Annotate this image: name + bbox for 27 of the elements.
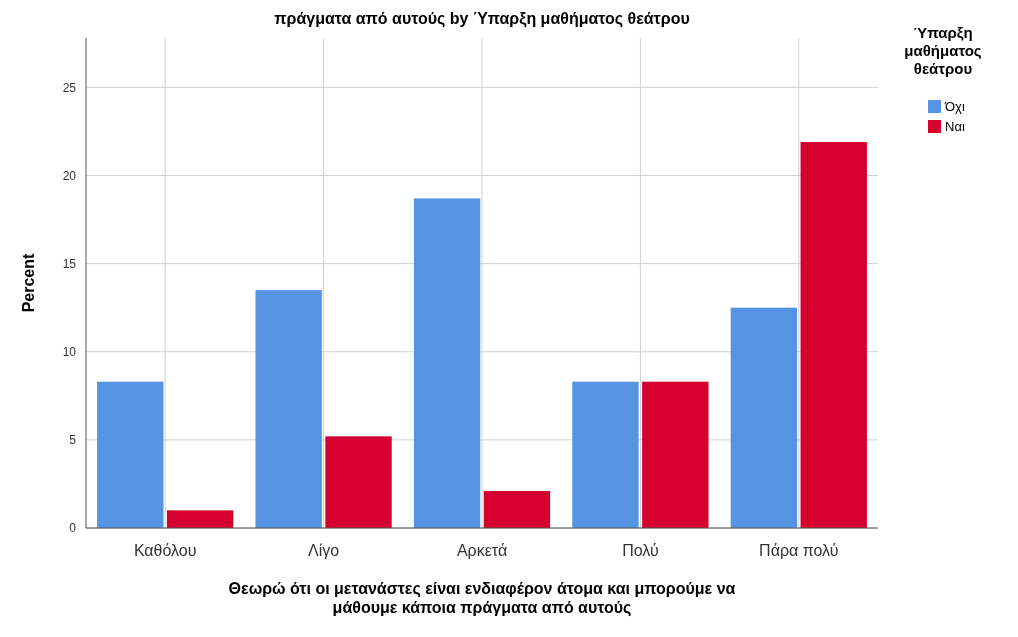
y-tick-label: 20 — [62, 168, 77, 183]
bar — [413, 198, 481, 528]
bar — [325, 436, 392, 528]
bar — [800, 141, 867, 528]
bar — [97, 381, 164, 528]
x-axis-title: Θεωρώ ότι οι μετανάστες είναι ενδιαφέρον άτομα και μπορούμε να μάθουμε κάποια πράγματα από αυτούς — [228, 580, 736, 617]
y-tick-label: 5 — [69, 433, 77, 448]
x-tick-label: Αρκετά — [456, 542, 508, 559]
y-tick-label: 10 — [62, 344, 77, 359]
bar — [255, 290, 322, 528]
y-tick-label: 25 — [62, 80, 77, 95]
chart-title: πράγματα από αυτούς by Ύπαρξη μαθήματος θεάτρου — [274, 10, 690, 28]
bar — [642, 381, 709, 528]
bar — [572, 381, 639, 528]
x-tick-label: Καθόλου — [133, 542, 197, 559]
x-tick-label: Λίγο — [308, 542, 340, 559]
y-axis-title: Percent — [20, 252, 37, 313]
x-tick-label: Πολύ — [622, 542, 659, 559]
bar — [730, 307, 798, 528]
y-tick-label: 15 — [62, 256, 77, 271]
legend-label: Ναι — [945, 119, 965, 134]
bar — [483, 490, 551, 528]
legend-label: Όχι — [944, 99, 965, 114]
legend-title: Ύπαρξη μαθήματος θεάτρου — [904, 24, 982, 77]
y-tick-label: 0 — [69, 521, 77, 536]
bar — [166, 510, 234, 528]
x-tick-label: Πάρα πολύ — [759, 542, 839, 559]
